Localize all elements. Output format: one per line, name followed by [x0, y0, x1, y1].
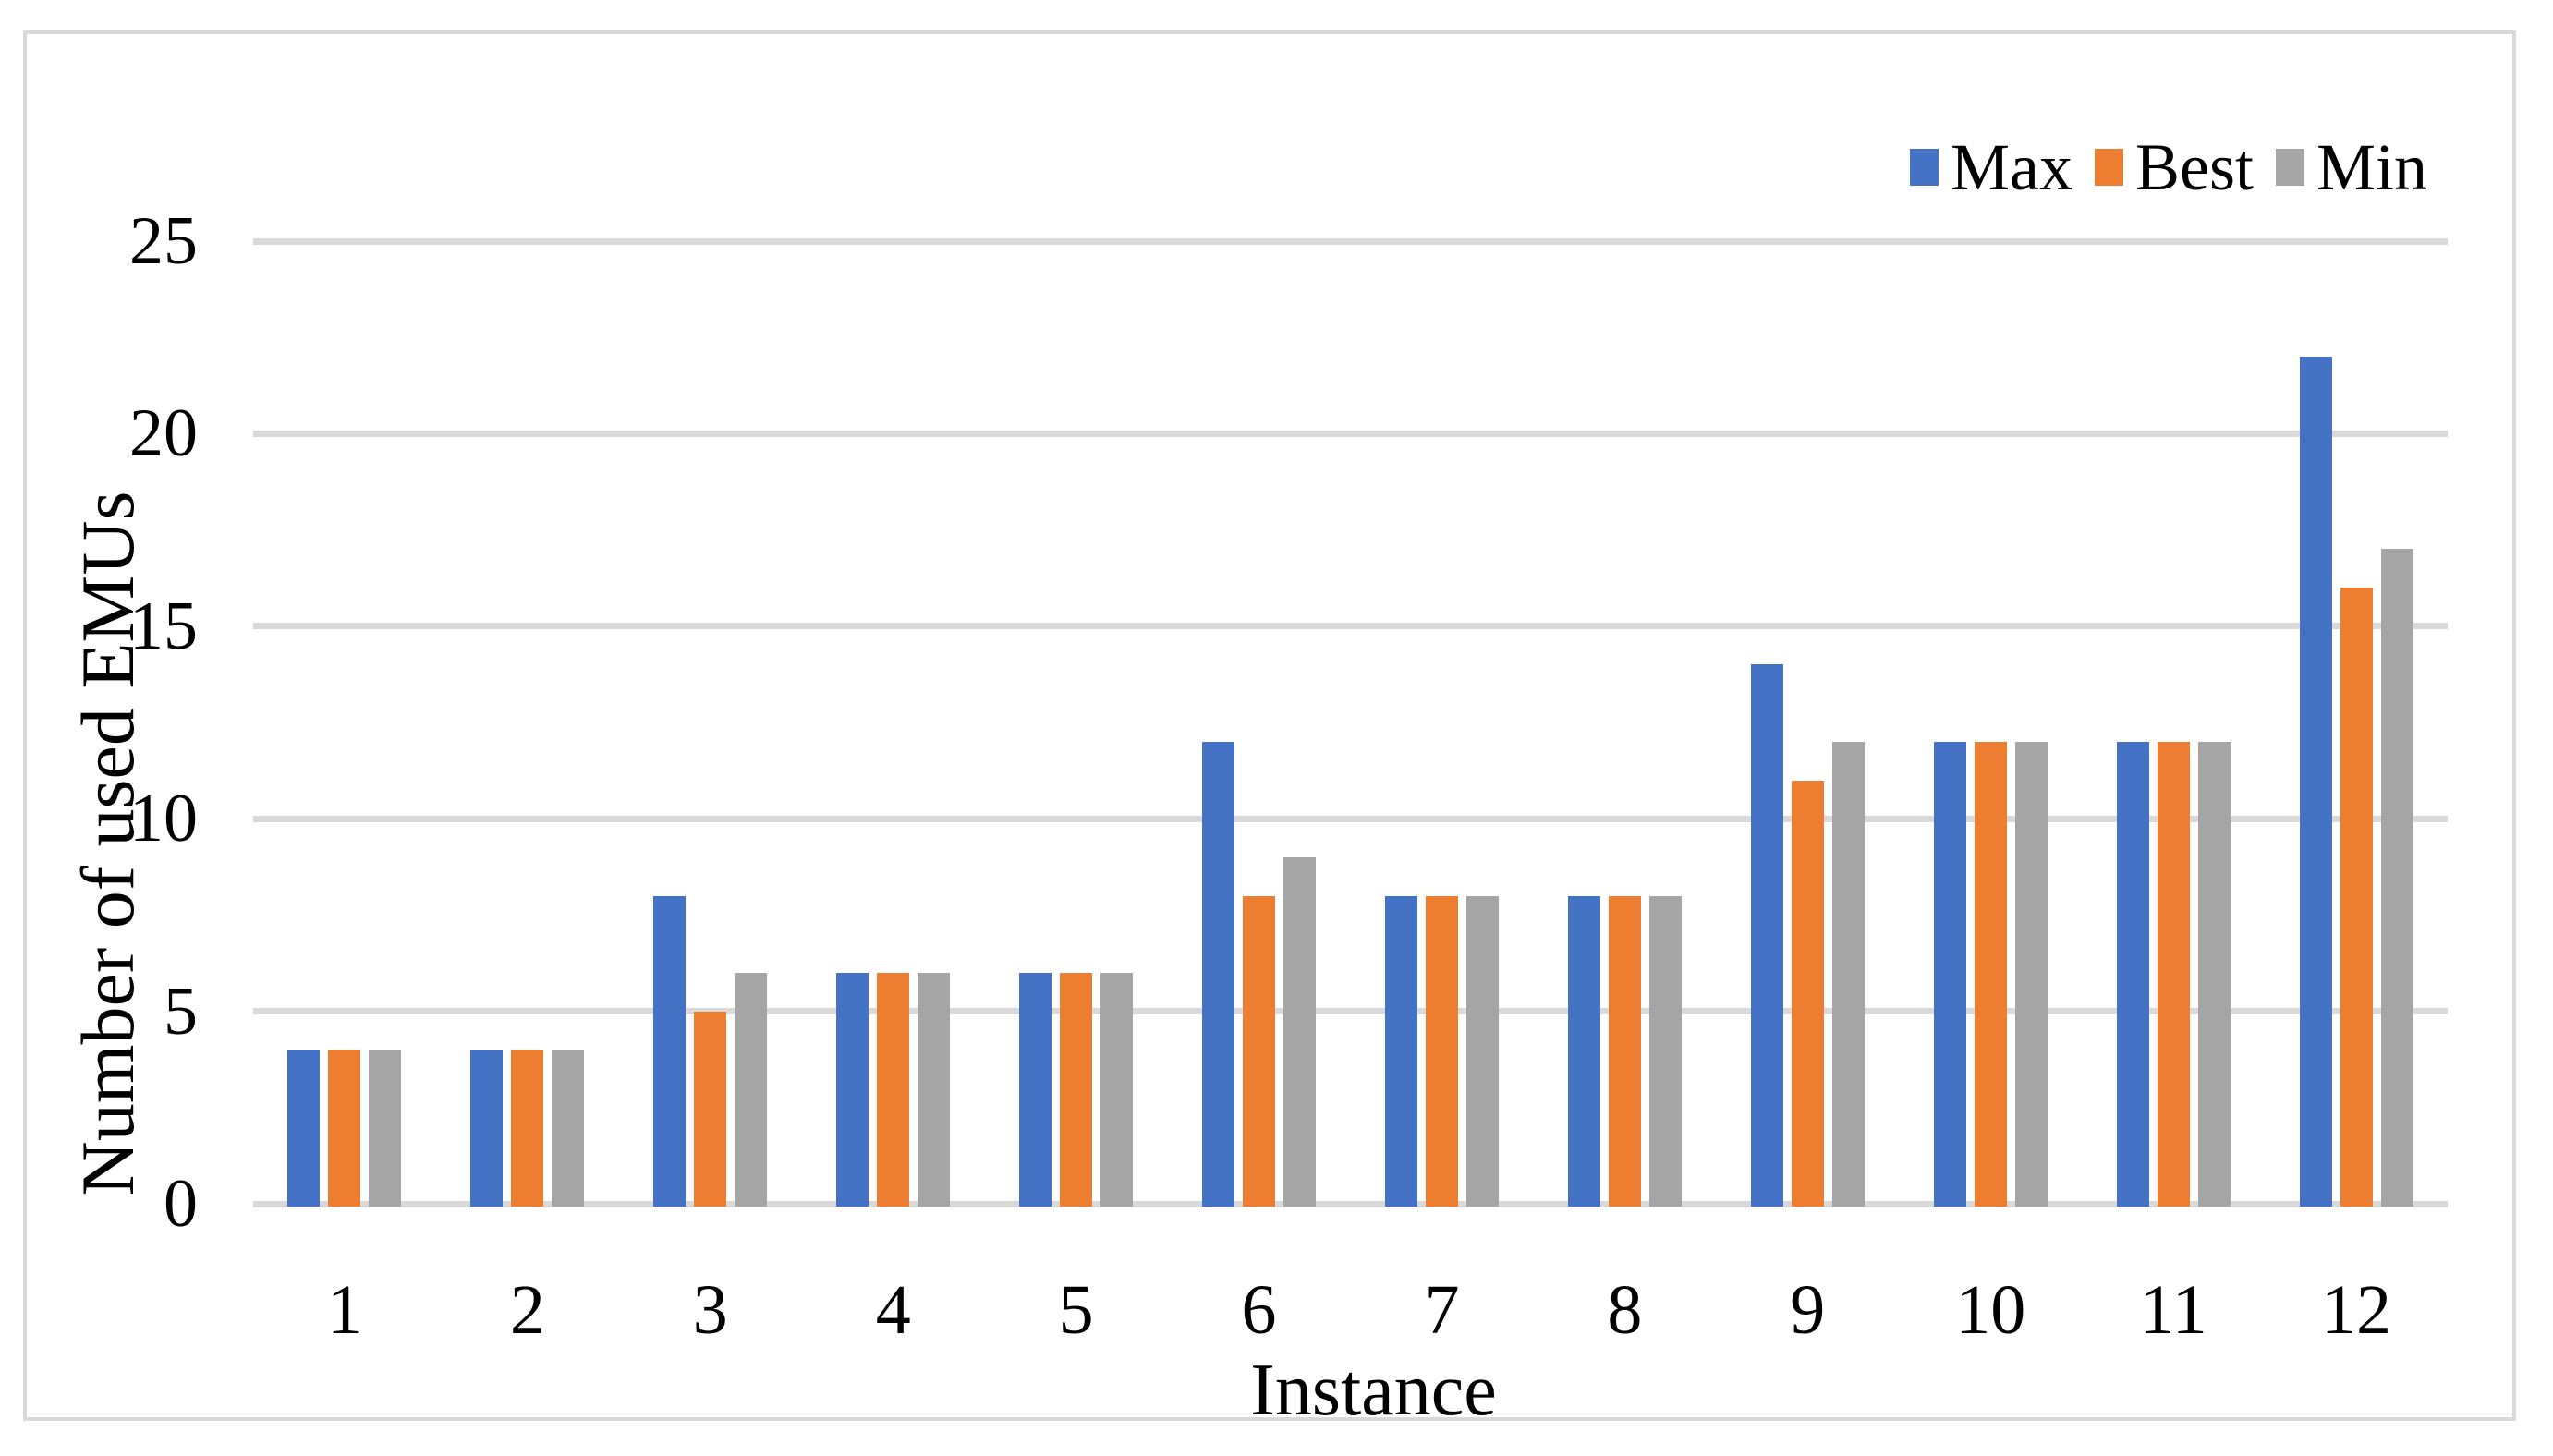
bar-max-instance-3: [653, 895, 687, 1207]
legend-item-max: Max: [1910, 134, 2073, 200]
bar-max-instance-6: [1202, 741, 1235, 1207]
x-tick-label-1: 1: [326, 1271, 362, 1349]
bar-min-instance-11: [2197, 741, 2231, 1207]
bar-best-instance-9: [1791, 780, 1824, 1207]
y-tick-label-15: 15: [129, 588, 198, 664]
legend-label-min: Min: [2316, 130, 2428, 204]
gridline-15: [253, 623, 2448, 630]
gridline-25: [253, 237, 2448, 245]
y-tick-label-25: 25: [129, 203, 198, 279]
bar-max-instance-10: [1933, 741, 1966, 1207]
bar-min-instance-2: [552, 1050, 585, 1207]
bar-max-instance-4: [836, 972, 869, 1207]
legend-label-max: Max: [1951, 130, 2073, 204]
bar-min-instance-12: [2380, 549, 2413, 1207]
chart-frame: Max Best Min 0 5 10 15 20 25 1 2 3 4 5 6 7 8 9 10 11 12 Nu…: [23, 30, 2516, 1431]
bar-best-instance-2: [511, 1050, 544, 1207]
bar-best-instance-8: [1608, 895, 1641, 1207]
bar-min-instance-7: [1465, 895, 1499, 1207]
bar-min-instance-4: [918, 972, 951, 1207]
bar-max-instance-11: [2116, 741, 2149, 1207]
gridline-20: [253, 430, 2448, 437]
x-tick-label-8: 8: [1607, 1271, 1643, 1349]
bar-min-instance-3: [735, 972, 768, 1207]
bar-max-instance-1: [287, 1050, 321, 1207]
legend: Max Best Min: [1910, 134, 2427, 200]
gridline-5: [253, 1008, 2448, 1015]
legend-item-min: Min: [2276, 134, 2427, 200]
legend-label-best: Best: [2134, 130, 2254, 204]
bar-max-instance-7: [1384, 895, 1417, 1207]
x-tick-label-7: 7: [1424, 1271, 1460, 1349]
gridline-0: [253, 1200, 2448, 1207]
bar-best-instance-5: [1060, 972, 1093, 1207]
bar-best-instance-7: [1425, 895, 1458, 1207]
y-tick-label-20: 20: [129, 395, 198, 472]
legend-swatch-max: [1910, 149, 1939, 186]
x-tick-label-10: 10: [1955, 1271, 2026, 1349]
x-tick-label-4: 4: [875, 1271, 911, 1349]
bar-best-instance-12: [2340, 588, 2373, 1207]
legend-item-best: Best: [2094, 130, 2254, 204]
x-tick-label-2: 2: [509, 1271, 545, 1349]
x-axis-title: Instance: [1250, 1350, 1497, 1431]
bar-best-instance-1: [328, 1050, 361, 1207]
bar-best-instance-4: [877, 972, 910, 1207]
bar-max-instance-8: [1567, 895, 1600, 1207]
legend-swatch-best: [2094, 149, 2123, 186]
x-tick-label-6: 6: [1241, 1271, 1277, 1349]
y-tick-label-5: 5: [164, 973, 198, 1050]
y-tick-label-0: 0: [164, 1166, 198, 1242]
gridline-10: [253, 815, 2448, 822]
y-tick-label-10: 10: [129, 781, 198, 857]
bar-max-instance-9: [1750, 664, 1783, 1207]
x-tick-label-9: 9: [1790, 1271, 1826, 1349]
bar-best-instance-10: [1974, 741, 2007, 1207]
bar-best-instance-11: [2157, 741, 2190, 1207]
x-tick-label-3: 3: [692, 1271, 728, 1349]
legend-swatch-min: [2276, 149, 2304, 186]
bar-best-instance-6: [1243, 895, 1276, 1207]
bar-min-instance-6: [1283, 856, 1317, 1207]
bar-max-instance-5: [1019, 972, 1052, 1207]
bar-max-instance-12: [2299, 357, 2332, 1207]
bar-min-instance-1: [369, 1050, 402, 1207]
bar-best-instance-3: [694, 1011, 727, 1207]
bar-max-instance-2: [470, 1050, 504, 1207]
x-tick-label-5: 5: [1058, 1271, 1094, 1349]
bar-min-instance-8: [1648, 895, 1682, 1207]
bar-min-instance-5: [1100, 972, 1134, 1207]
x-tick-label-12: 12: [2321, 1271, 2392, 1349]
x-tick-label-11: 11: [2139, 1271, 2207, 1349]
bar-min-instance-9: [1831, 741, 1865, 1207]
bar-min-instance-10: [2014, 741, 2048, 1207]
